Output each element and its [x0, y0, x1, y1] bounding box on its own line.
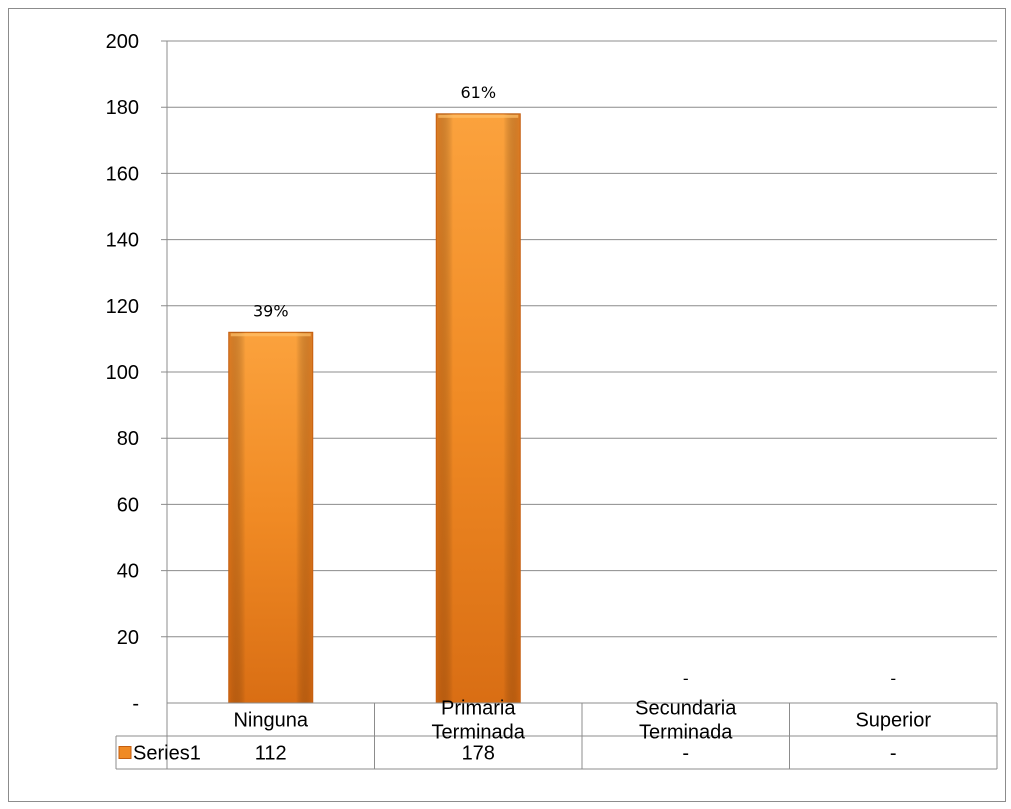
table-value: 178	[462, 743, 495, 765]
legend-key	[118, 746, 132, 759]
bar-shade	[228, 332, 313, 703]
table-value: -	[890, 743, 897, 765]
data-label: -	[683, 669, 689, 688]
legend-series-name: Series1	[133, 743, 201, 765]
y-tick-label: 80	[117, 428, 139, 450]
y-tick-label: -	[132, 693, 139, 715]
y-tick-label: 180	[106, 97, 139, 119]
y-tick-label: 100	[106, 362, 139, 384]
table-value: -	[682, 743, 689, 765]
data-label: 39%	[253, 301, 289, 320]
data-label: 61%	[460, 83, 496, 102]
data-label: -	[890, 669, 896, 688]
category-label: Terminada	[639, 722, 733, 744]
category-label: Superior	[855, 710, 931, 732]
table-value: 112	[255, 743, 287, 765]
bar-shade	[436, 113, 521, 703]
category-label: Terminada	[432, 722, 526, 744]
y-tick-label: 160	[106, 163, 139, 185]
y-tick-label: 40	[117, 561, 139, 583]
category-label: Primaria	[441, 698, 516, 720]
bar-highlight	[230, 333, 311, 337]
category-label: Ninguna	[233, 710, 308, 732]
y-tick-label: 200	[106, 31, 139, 53]
bar-highlight	[438, 114, 519, 118]
y-tick-label: 140	[106, 230, 139, 252]
y-tick-label: 60	[117, 494, 139, 516]
y-tick-label: 120	[106, 296, 139, 318]
category-label: Secundaria	[635, 698, 737, 720]
y-tick-label: 20	[117, 627, 139, 649]
